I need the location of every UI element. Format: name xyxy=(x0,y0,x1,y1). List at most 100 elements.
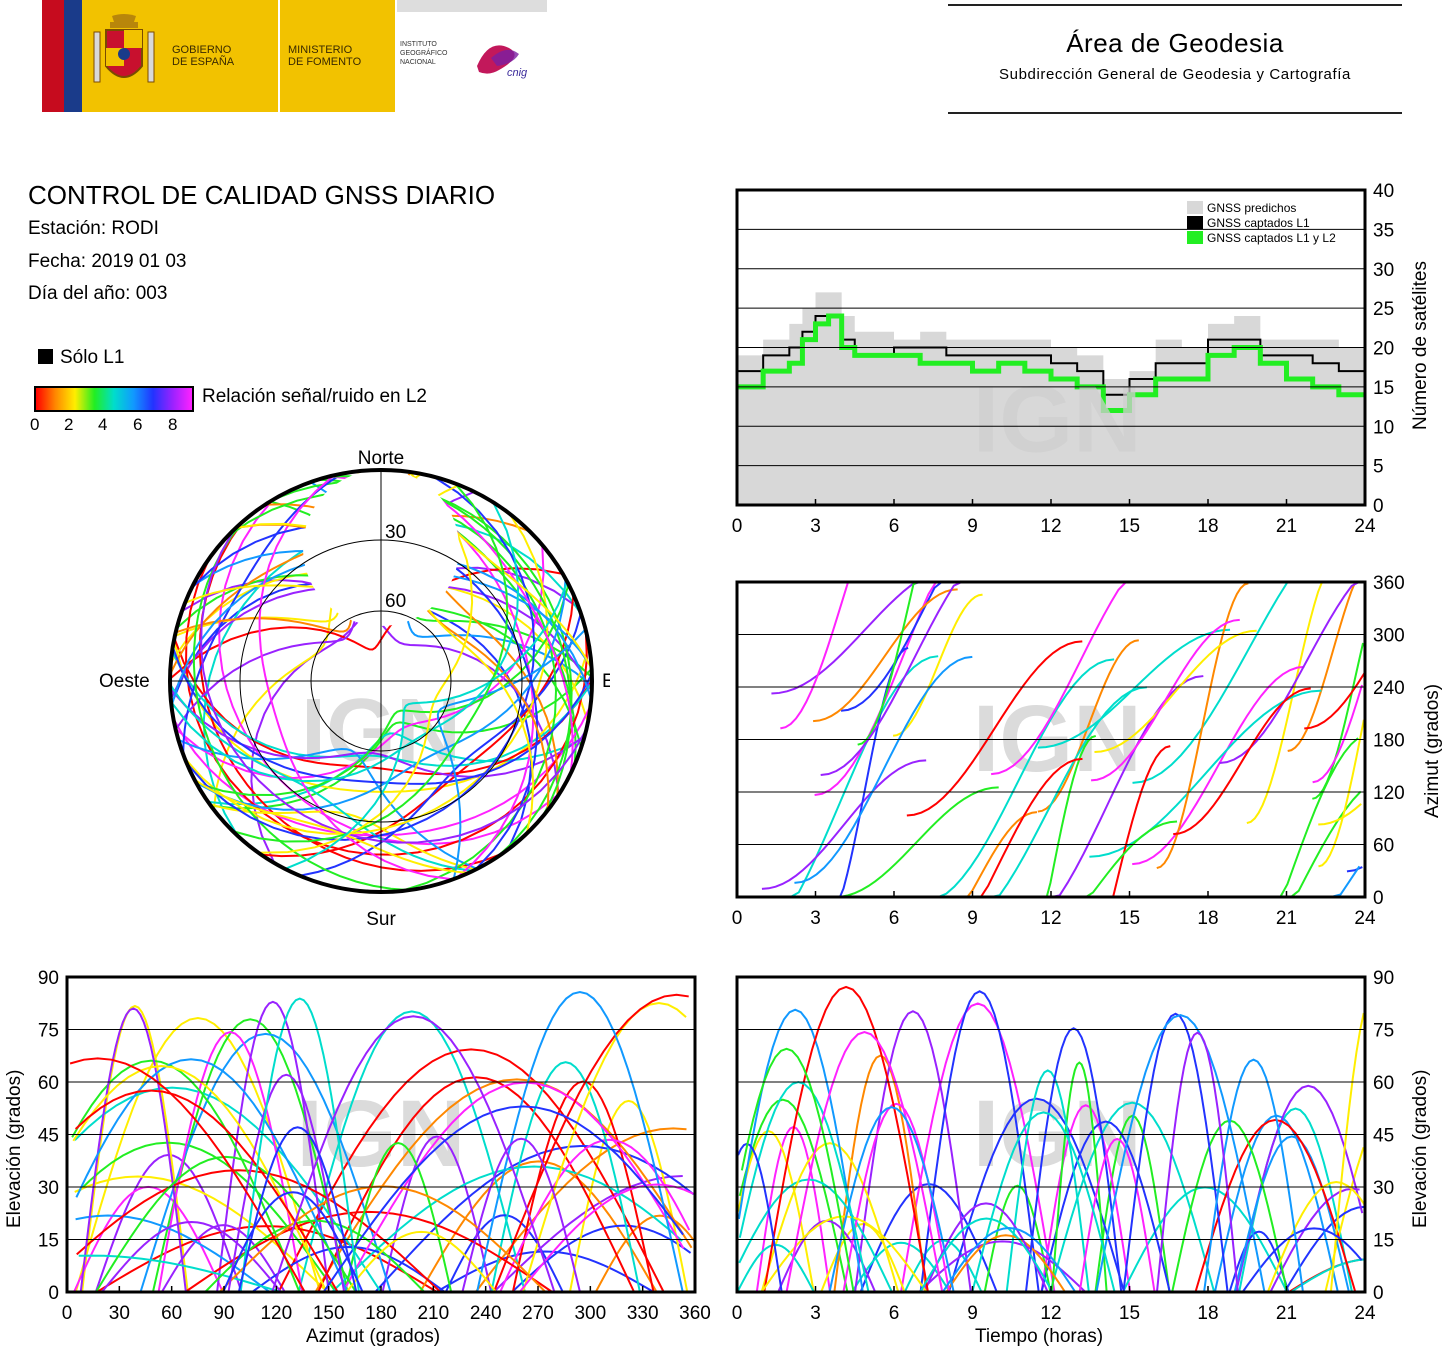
elev-az-track xyxy=(74,1017,321,1293)
x-tick-label: 18 xyxy=(1197,908,1218,929)
elev-az-track xyxy=(344,1142,453,1293)
elev-time-track xyxy=(1269,1187,1360,1293)
ign-watermark: IGN xyxy=(973,366,1142,472)
date-label: Fecha: 2019 01 03 xyxy=(28,251,187,272)
elev-time-track xyxy=(763,985,929,1293)
y-tick-label: 60 xyxy=(1373,1073,1394,1094)
elev-az-track xyxy=(435,1250,655,1293)
elev-time-track xyxy=(1203,1058,1304,1293)
legend-l1-swatch xyxy=(1187,216,1203,229)
elev-time-track xyxy=(1094,1114,1171,1293)
azimuth-track xyxy=(892,593,983,737)
x-tick-label: 12 xyxy=(1040,1303,1061,1324)
elev-time-track xyxy=(854,1010,972,1293)
elev-az-track xyxy=(74,1089,339,1293)
x-tick-label: 6 xyxy=(889,1303,900,1324)
ign-text: INSTITUTO GEOGRÁFICO NACIONAL xyxy=(400,40,447,67)
solo-l1-swatch xyxy=(38,349,53,364)
ministerio-line1: MINISTERIO xyxy=(288,44,353,56)
elev-time-track xyxy=(1078,1137,1156,1293)
cnig-text: cnig xyxy=(507,67,528,79)
plot-frame xyxy=(735,975,1367,1294)
sky-track xyxy=(193,778,469,874)
x-tick-label: 21 xyxy=(1276,1303,1297,1324)
elev-time-track xyxy=(851,1241,951,1293)
x-tick-label: 12 xyxy=(1040,908,1061,929)
elev-az-track xyxy=(77,1141,337,1293)
gobierno-logo: GOBIERNO DE ESPAÑA MINISTERIO DE FOMENTO xyxy=(42,0,395,112)
x-tick-label: 15 xyxy=(1119,908,1140,929)
x-tick-label: 180 xyxy=(365,1303,397,1324)
solo-l1-label: Sólo L1 xyxy=(60,347,125,368)
x-tick-label: 18 xyxy=(1197,1303,1218,1324)
sky-track xyxy=(299,613,582,877)
y-tick-label: 15 xyxy=(1373,378,1394,399)
legend-l1l2-label: GNSS captados L1 y L2 xyxy=(1207,231,1336,245)
elev-az-track xyxy=(518,1183,694,1293)
sky-track xyxy=(185,475,536,841)
elev-az-track xyxy=(476,990,684,1293)
elev-azimuth-plot: IGN xyxy=(69,990,695,1293)
skyplot-south-label: Sur xyxy=(366,909,396,930)
elev-az-track xyxy=(78,1254,282,1293)
elev-az-track xyxy=(157,1031,304,1293)
elev-time-track xyxy=(1122,1012,1229,1293)
x-tick-label: 24 xyxy=(1354,516,1376,537)
azimuth-track xyxy=(1287,581,1363,752)
sat-count-axes: 0 5 10 15 20 25 30 35 40 0 3 6 9 12 15 18 21 24 xyxy=(732,181,1394,537)
elev-az-track xyxy=(342,1081,685,1293)
elev-azimuth-axes: 0 15 30 45 60 75 90 0 30 60 90 120 150 180 210 240 270 30… xyxy=(38,968,711,1324)
x-tick-label: 30 xyxy=(109,1303,130,1324)
x-tick-label: 3 xyxy=(810,516,821,537)
elev-azimuth-chart: IGN 0 15 30 45 60 75 90 0 30 60 90 120 150 180 210 240 2… xyxy=(38,968,711,1324)
elev-time-track xyxy=(971,1111,1116,1293)
elev-time-track xyxy=(1040,1120,1171,1293)
x-tick-label: 0 xyxy=(732,516,743,537)
elev-time-track xyxy=(1051,1061,1108,1293)
skyplot-east-label: Este xyxy=(602,671,610,692)
elev-time-track xyxy=(947,1097,1126,1293)
elev-az-track xyxy=(444,1214,564,1293)
x-tick-label: 9 xyxy=(967,1303,978,1324)
sky-track xyxy=(192,521,410,892)
elev-az-track xyxy=(75,1214,271,1293)
y-tick-label: 15 xyxy=(1373,1231,1394,1252)
area-subtitle: Subdirección General de Geodesia y Carto… xyxy=(999,66,1351,83)
elev-az-track xyxy=(322,1105,684,1293)
legend-l1l2-swatch xyxy=(1187,231,1203,244)
elev-time-track xyxy=(1095,1014,1266,1293)
elev-time-track xyxy=(1155,1031,1239,1293)
x-tick-label: 12 xyxy=(1040,516,1061,537)
snr-colorbar xyxy=(34,386,194,412)
sky-track xyxy=(171,651,593,767)
elev-time-track xyxy=(919,990,1040,1293)
x-tick-label: 18 xyxy=(1197,516,1218,537)
sky-track xyxy=(169,683,474,872)
doy-label: Día del año: 003 xyxy=(28,283,168,304)
x-tick-label: 0 xyxy=(732,908,743,929)
x-tick-label: 6 xyxy=(889,908,900,929)
x-tick-label: 210 xyxy=(417,1303,449,1324)
elev-time-track xyxy=(1194,1118,1357,1293)
y-tick-label: 35 xyxy=(1373,220,1394,241)
elev-time-track xyxy=(1233,1135,1350,1293)
y-tick-label: 25 xyxy=(1373,299,1394,320)
y-tick-label: 300 xyxy=(1373,626,1405,647)
plot-frame xyxy=(735,188,1367,507)
azimuth-track xyxy=(1219,581,1360,765)
sky-track xyxy=(258,474,453,881)
coat-of-arms-icon xyxy=(93,14,155,83)
azimuth-track xyxy=(1318,803,1362,826)
flag-red-stripe xyxy=(42,0,64,112)
sky-track xyxy=(200,528,588,844)
y-tick-label: 360 xyxy=(1373,573,1405,594)
elev-time-track xyxy=(737,1142,783,1293)
elev-time-ylabel: Elevación (grados) xyxy=(1410,1069,1431,1228)
elev-time-track xyxy=(919,1217,1054,1293)
elev-time-xlabel: Tiempo (horas) xyxy=(975,1326,1104,1347)
elev-time-track xyxy=(737,1008,864,1293)
y-tick-label: 30 xyxy=(1373,260,1394,281)
skyplot-ring-30-label: 30 xyxy=(385,522,406,543)
ministerio-text: MINISTERIO DE FOMENTO xyxy=(288,44,361,68)
